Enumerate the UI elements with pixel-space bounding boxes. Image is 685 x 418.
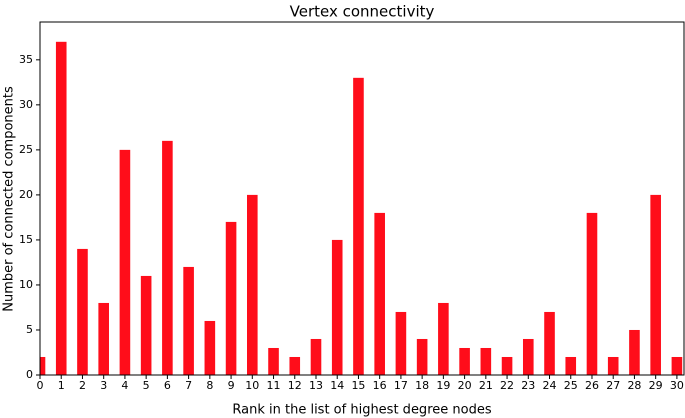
bar bbox=[629, 329, 640, 375]
plot-area bbox=[40, 41, 683, 375]
x-tick-label: 12 bbox=[288, 379, 302, 392]
bar bbox=[565, 356, 577, 375]
x-tick-label: 17 bbox=[394, 379, 408, 392]
y-tick-label: 20 bbox=[19, 188, 33, 201]
bar bbox=[501, 356, 513, 375]
bar bbox=[183, 266, 194, 375]
x-tick-label: 22 bbox=[500, 379, 514, 392]
bar bbox=[416, 338, 428, 375]
bar bbox=[586, 212, 598, 375]
bar bbox=[374, 212, 385, 375]
x-tick-label: 13 bbox=[309, 379, 323, 392]
bar bbox=[98, 302, 109, 375]
x-tick-label: 5 bbox=[143, 379, 150, 392]
bar bbox=[650, 194, 661, 375]
bar bbox=[140, 275, 152, 375]
bar bbox=[310, 338, 322, 375]
bar bbox=[395, 311, 407, 375]
bar bbox=[331, 239, 343, 375]
x-tick-label: 7 bbox=[185, 379, 192, 392]
bar bbox=[55, 41, 67, 375]
y-tick-label: 30 bbox=[19, 98, 33, 111]
x-tick-label: 8 bbox=[206, 379, 213, 392]
bar bbox=[438, 302, 449, 375]
bar bbox=[522, 338, 534, 375]
x-tick-label: 20 bbox=[458, 379, 472, 392]
x-tick-label: 9 bbox=[228, 379, 235, 392]
x-tick-label: 3 bbox=[100, 379, 107, 392]
x-tick-label: 29 bbox=[649, 379, 663, 392]
x-tick-label: 28 bbox=[627, 379, 641, 392]
y-axis-label: Number of connected components bbox=[2, 86, 17, 312]
y-tick-label: 35 bbox=[19, 53, 33, 66]
bar bbox=[40, 356, 46, 375]
x-tick-label: 27 bbox=[606, 379, 620, 392]
bar bbox=[247, 194, 258, 375]
plot-frame bbox=[39, 21, 685, 376]
x-tick-label: 19 bbox=[436, 379, 450, 392]
x-tick-label: 26 bbox=[585, 379, 599, 392]
x-tick-label: 18 bbox=[415, 379, 429, 392]
x-tick-label: 21 bbox=[479, 379, 493, 392]
bar bbox=[289, 356, 301, 375]
bar bbox=[204, 320, 216, 375]
bar bbox=[77, 248, 88, 375]
bar bbox=[353, 77, 364, 375]
y-tick-label: 0 bbox=[26, 368, 33, 381]
bar bbox=[544, 311, 555, 375]
bar bbox=[480, 347, 492, 375]
x-tick-label: 15 bbox=[351, 379, 365, 392]
x-tick-label: 23 bbox=[521, 379, 535, 392]
y-tick-label: 10 bbox=[19, 278, 33, 291]
bar bbox=[671, 356, 683, 375]
x-tick-label: 24 bbox=[543, 379, 557, 392]
bar bbox=[119, 149, 131, 375]
bar bbox=[268, 347, 279, 375]
x-tick-label: 25 bbox=[564, 379, 578, 392]
x-axis-label: Rank in the list of highest degree nodes bbox=[232, 403, 491, 418]
y-tick-label: 5 bbox=[26, 323, 33, 336]
x-tick-label: 1 bbox=[58, 379, 65, 392]
x-tick-label: 14 bbox=[330, 379, 344, 392]
bar bbox=[225, 221, 237, 375]
x-tick-label: 0 bbox=[37, 379, 44, 392]
bar bbox=[607, 356, 619, 375]
x-tick-label: 2 bbox=[79, 379, 86, 392]
x-tick-label: 11 bbox=[267, 379, 281, 392]
x-tick-label: 6 bbox=[164, 379, 171, 392]
y-tick-label: 25 bbox=[19, 143, 33, 156]
x-tick-label: 10 bbox=[245, 379, 259, 392]
x-tick-label: 16 bbox=[373, 379, 387, 392]
bar bbox=[162, 140, 173, 375]
bar bbox=[459, 347, 470, 375]
chart-title: Vertex connectivity bbox=[290, 3, 435, 21]
x-tick-label: 30 bbox=[670, 379, 684, 392]
x-tick-label: 4 bbox=[121, 379, 128, 392]
y-tick-label: 15 bbox=[19, 233, 33, 246]
